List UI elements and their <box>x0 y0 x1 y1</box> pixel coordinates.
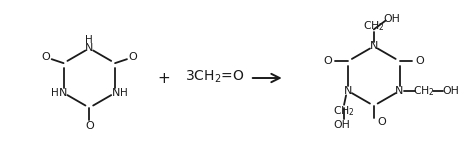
Text: N: N <box>112 88 120 98</box>
Text: H: H <box>51 88 58 98</box>
Text: +: + <box>157 70 170 85</box>
Text: O: O <box>85 121 94 131</box>
Text: N: N <box>370 41 378 51</box>
Text: N: N <box>58 88 67 98</box>
Text: 3CH$_2$=O: 3CH$_2$=O <box>185 69 245 85</box>
Text: H: H <box>120 88 128 98</box>
Text: OH: OH <box>443 86 459 96</box>
Text: O: O <box>41 52 50 62</box>
Text: OH: OH <box>383 14 400 24</box>
Text: O: O <box>324 56 333 66</box>
Text: H: H <box>85 35 93 45</box>
Text: N: N <box>395 86 404 96</box>
Text: CH$_2$: CH$_2$ <box>413 84 435 98</box>
Text: N: N <box>344 86 352 96</box>
Text: O: O <box>377 117 386 127</box>
Text: O: O <box>415 56 424 66</box>
Text: O: O <box>128 52 137 62</box>
Text: CH$_2$: CH$_2$ <box>333 104 355 118</box>
Text: CH$_2$: CH$_2$ <box>363 20 385 33</box>
Text: N: N <box>85 43 93 53</box>
Text: OH: OH <box>334 120 351 130</box>
